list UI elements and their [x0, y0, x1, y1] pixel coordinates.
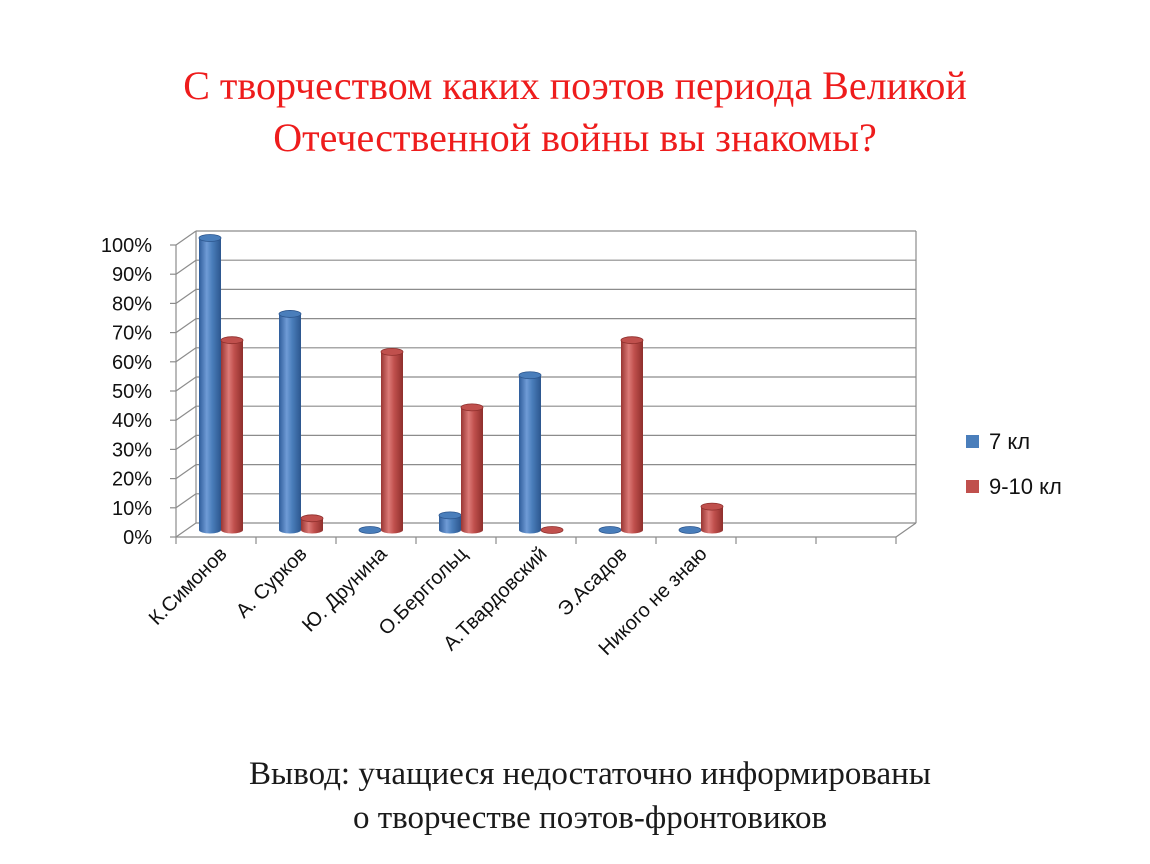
title-line-1: С творчеством каких поэтов периода Велик…	[183, 63, 967, 108]
gridline-depth	[175, 522, 197, 538]
conclusion-line-1: Вывод: учащиеся недостаточно информирова…	[249, 756, 931, 792]
y-tick-label: 90%	[112, 264, 152, 286]
y-tick-label: 100%	[101, 235, 152, 257]
bar	[700, 502, 724, 534]
slide-title: С творчеством каких поэтов периода Велик…	[0, 60, 1150, 164]
legend: 7 кл 9-10 кл	[966, 429, 1062, 499]
bar-cap	[460, 403, 484, 412]
gridline-depth	[175, 318, 197, 334]
y-tick-label: 30%	[112, 439, 152, 461]
x-tick-label: К.Симонов	[145, 543, 232, 630]
bar-body	[199, 238, 221, 534]
gridline-depth	[175, 464, 197, 480]
y-tick-label: 40%	[112, 410, 152, 432]
y-tick-label: 50%	[112, 381, 152, 403]
gridline-depth	[175, 434, 197, 450]
gridline-depth	[175, 405, 197, 421]
bar-cap	[620, 336, 644, 345]
bar-cap	[300, 514, 324, 523]
bar-body	[519, 375, 541, 534]
bar	[460, 403, 484, 534]
legend-label-9-10kl: 9-10 кл	[989, 474, 1062, 499]
bar	[518, 371, 542, 534]
gridline-depth	[175, 376, 197, 392]
bar	[380, 347, 404, 534]
bar-body	[381, 351, 403, 534]
y-tick-label: 80%	[112, 293, 152, 315]
y-tick-label: 60%	[112, 352, 152, 374]
bar-cap	[278, 310, 302, 318]
bar-cap	[220, 336, 244, 345]
y-tick-label: 20%	[112, 469, 152, 491]
floor-edge	[895, 522, 917, 538]
y-tick-label: 70%	[112, 323, 152, 345]
gridline-depth	[175, 288, 197, 304]
legend-swatch-9-10kl	[966, 480, 979, 493]
bar-cap	[518, 371, 542, 380]
bar	[540, 526, 564, 534]
bar	[620, 336, 644, 534]
conclusion-line-2: о творчестве поэтов-фронтовиков	[352, 800, 828, 836]
gridline-depth	[175, 230, 197, 246]
bar-cap	[198, 234, 222, 242]
bar	[220, 336, 244, 534]
bar-cap	[678, 526, 702, 534]
bar	[198, 234, 222, 534]
conclusion-text: Вывод: учащиеся недостаточно информирова…	[0, 752, 1150, 840]
x-tick-label: А. Сурков	[232, 543, 312, 623]
gridline-depth	[175, 347, 197, 363]
bar-body	[701, 506, 723, 534]
bar-body	[301, 518, 323, 534]
y-tick-label: 10%	[112, 498, 152, 520]
bar-cap	[438, 511, 462, 520]
grid-layer	[170, 230, 917, 544]
gridline-depth	[175, 259, 197, 275]
bar	[438, 511, 462, 534]
bar-body	[621, 340, 643, 534]
gridline-depth	[175, 493, 197, 509]
bar-cap	[540, 526, 564, 534]
bar-body	[461, 407, 483, 534]
bar-cap	[700, 502, 724, 511]
legend-swatch-7kl	[966, 435, 979, 448]
bar-cap	[358, 526, 382, 534]
x-tick-label: Э.Асадов	[554, 543, 632, 621]
bar-cap	[380, 347, 404, 356]
bar	[598, 526, 622, 534]
y-tick-label: 0%	[123, 527, 152, 549]
bar	[278, 310, 302, 534]
labels-layer: 0% 10% 20% 30% 40% 50% 60% 70% 80% 90% 100% К.Симон…	[101, 235, 712, 660]
bar	[300, 514, 324, 534]
bar	[678, 526, 702, 534]
bar-body	[439, 515, 461, 534]
title-line-2: Отечественной войны вы знакомы?	[273, 115, 877, 160]
legend-label-7kl: 7 кл	[989, 429, 1030, 454]
bar-body	[279, 313, 301, 534]
bars-layer	[198, 234, 724, 534]
bar-cap	[598, 526, 622, 534]
bar-body	[221, 340, 243, 534]
bar	[358, 526, 382, 534]
